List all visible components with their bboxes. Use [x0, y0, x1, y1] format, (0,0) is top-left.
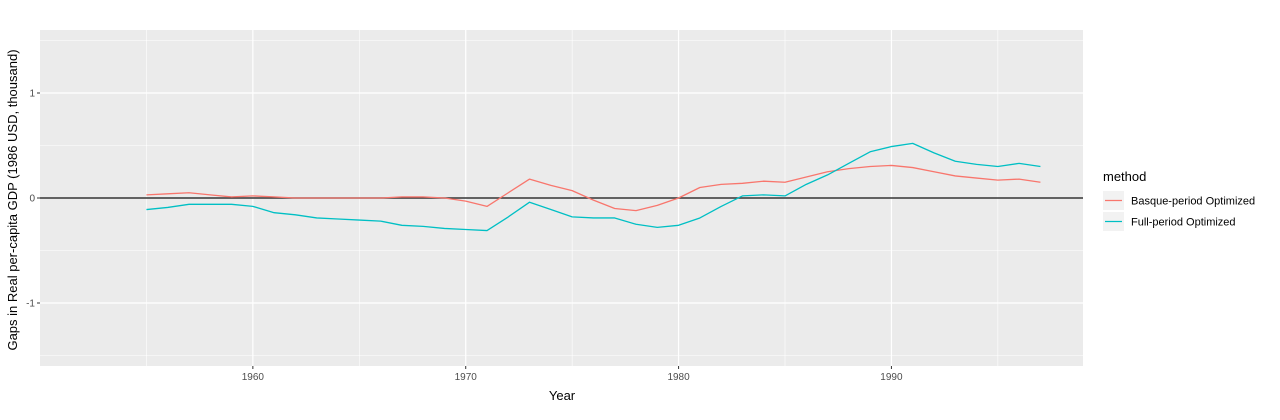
series-line-1 [146, 164, 1041, 212]
y-tick-label: 1 [29, 89, 35, 100]
x-tick-label: 1970 [455, 372, 478, 383]
legend-label: Full-period Optimized [1131, 217, 1236, 229]
series-lines [146, 142, 1041, 232]
legend-items: Basque-period Optimized Full-period Optim… [1103, 191, 1255, 231]
y-axis-title: Gaps in Real per-capita GDP (1986 USD, t… [5, 49, 20, 350]
series-line-2 [146, 142, 1041, 232]
y-tick-label: -1 [26, 299, 35, 310]
x-tick-label: 1990 [880, 372, 903, 383]
axes: 1960 1970 1980 1990 -1 0 1 [26, 89, 903, 384]
y-tick-label: 0 [29, 194, 35, 205]
x-tick-label: 1980 [667, 372, 690, 383]
grid-lines [40, 30, 1083, 366]
legend-label: Basque-period Optimized [1131, 196, 1255, 208]
x-tick-label: 1960 [242, 372, 265, 383]
x-axis-title: Year [549, 388, 576, 403]
legend-title: method [1103, 169, 1146, 184]
legend: method Basque-period Optimized Full-perio… [1103, 169, 1255, 231]
